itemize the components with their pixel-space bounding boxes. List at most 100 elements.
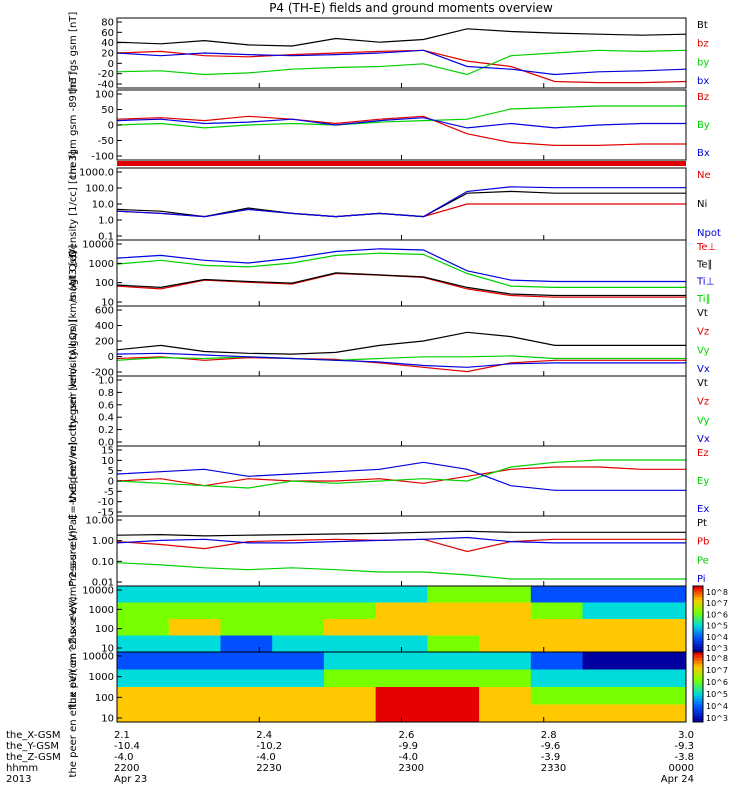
y-tick-label: -15 (98, 508, 114, 519)
x-tick-value: 2300 (399, 763, 424, 774)
x-tick-value: -4.0 (114, 752, 134, 763)
heatmap-cell (323, 669, 377, 688)
heatmap-cell (168, 602, 221, 620)
x-tick-value: Apr 24 (661, 774, 694, 785)
colorbar-segment (693, 605, 703, 609)
heatmap-cell (272, 669, 325, 688)
heatmap-cell (634, 619, 687, 636)
y-tick-label: 10 (101, 298, 114, 309)
heatmap-cell (220, 704, 273, 723)
colorbar-segment (693, 613, 703, 617)
heatmap-cell (272, 635, 325, 653)
colorbar-segment (693, 716, 703, 720)
x-row-label: the_X-GSM (6, 730, 60, 741)
colorbar-segment (693, 591, 703, 595)
heatmap-cell (168, 619, 221, 636)
x-tick-value: 2.4 (256, 730, 272, 741)
colorbar-label: 10^5 (706, 622, 728, 631)
series-line-Ez (116, 466, 686, 487)
x-tick-value: 2230 (256, 763, 281, 774)
colorbar-segment (693, 616, 703, 620)
colorbar-label: 10^4 (706, 702, 728, 711)
legend-label-Vz: Vz (697, 327, 709, 338)
y-tick-label: 100 (95, 693, 114, 704)
colorbar-label: 10^3 (706, 644, 728, 653)
y-tick-label: 100 (95, 624, 114, 635)
heatmap-cell (117, 704, 170, 723)
legend-label-Vt: Vt (697, 308, 708, 319)
y-tick-label: 1.0 (98, 376, 114, 387)
heatmap-cell (220, 635, 273, 653)
legend-label-Te⊥: Te⊥ (696, 242, 716, 253)
heatmap-cell (272, 586, 325, 603)
x-tick-value: Apr 23 (114, 774, 147, 785)
heatmap-cell (272, 652, 325, 670)
y-tick-label: 0 (108, 59, 114, 70)
heatmap-cell (272, 687, 325, 705)
heatmap-cell (582, 687, 635, 705)
series-line-Pi (116, 536, 686, 544)
heatmap-cell (634, 687, 687, 705)
legend-label-bz: bz (697, 39, 709, 50)
series-line-Vt (116, 331, 686, 355)
colorbar-segment (693, 666, 703, 670)
heatmap-cell (479, 635, 532, 653)
y-tick-label: 1.00 (92, 536, 114, 547)
panel-8-ylabel: Pressure [nPa] (68, 515, 79, 587)
heatmap-cell (582, 586, 635, 603)
y-tick-label: -10 (98, 497, 114, 508)
colorbar-segment (693, 660, 703, 665)
series-line-By (116, 105, 686, 129)
colorbar-segment (693, 599, 703, 603)
heatmap-cell (168, 586, 221, 603)
panel-6: the peer velocity gsm [km/s (All Qs)] Vt V… (68, 319, 710, 503)
series-line-bz (116, 49, 687, 84)
y-tick-label: 60 (101, 28, 114, 39)
series-line-Ti⊥ (116, 248, 686, 283)
x-tick-value: -4.0 (399, 752, 419, 763)
colorbar-label: 10^3 (706, 714, 728, 723)
y-tick-label: 200 (95, 337, 114, 348)
heatmap-cell (634, 669, 687, 688)
heatmap-cell (634, 652, 687, 670)
x-tick-value: -10.4 (114, 741, 140, 752)
colorbar-segment (693, 619, 703, 623)
legend-label-Ne: Ne (697, 170, 711, 181)
y-tick-label: 15 (101, 446, 114, 457)
y-tick-label: 0.2 (98, 425, 114, 436)
series-line-bx (116, 49, 687, 76)
heatmap-cell (479, 602, 532, 620)
colorbar-segment (693, 704, 703, 708)
heatmap-cell (117, 586, 170, 603)
y-tick-label: 0 (108, 352, 114, 363)
heatmap-cell (427, 635, 480, 653)
heatmap-cell (375, 602, 428, 620)
heatmap-cell (427, 602, 480, 620)
colorbar-label: 10^6 (706, 678, 728, 687)
colorbar-segment (693, 701, 703, 705)
x-tick-value: 2.6 (399, 730, 415, 741)
legend-label-Pi: Pi (697, 574, 706, 585)
series-line-Vy (116, 355, 686, 361)
heatmap-cell (375, 687, 428, 705)
legend-label-Vx: Vx (697, 434, 710, 445)
x-row-label: 2013 (6, 774, 31, 785)
y-tick-label: 600 (95, 306, 114, 317)
x-tick-value: 2.1 (114, 730, 130, 741)
panel-frame (116, 515, 687, 587)
colorbar-segment (693, 635, 703, 639)
x-row-label: hhmm (6, 763, 38, 774)
y-tick-label: 0.10 (92, 557, 114, 568)
y-tick-label: 0.6 (98, 400, 114, 411)
y-tick-label: 10.0 (92, 200, 114, 211)
heatmap-cell (582, 669, 635, 688)
colorbar-segment (693, 678, 703, 682)
x-tick-value: -4.0 (256, 752, 276, 763)
y-tick-label: 100 (95, 90, 114, 101)
panel-4: magt3 [eV] Te⊥ Te∥ Ti⊥ Ti∥ 10000 1000 100 10 (68, 239, 716, 309)
heatmap-cell (530, 602, 584, 620)
heatmap-cell (479, 586, 532, 603)
